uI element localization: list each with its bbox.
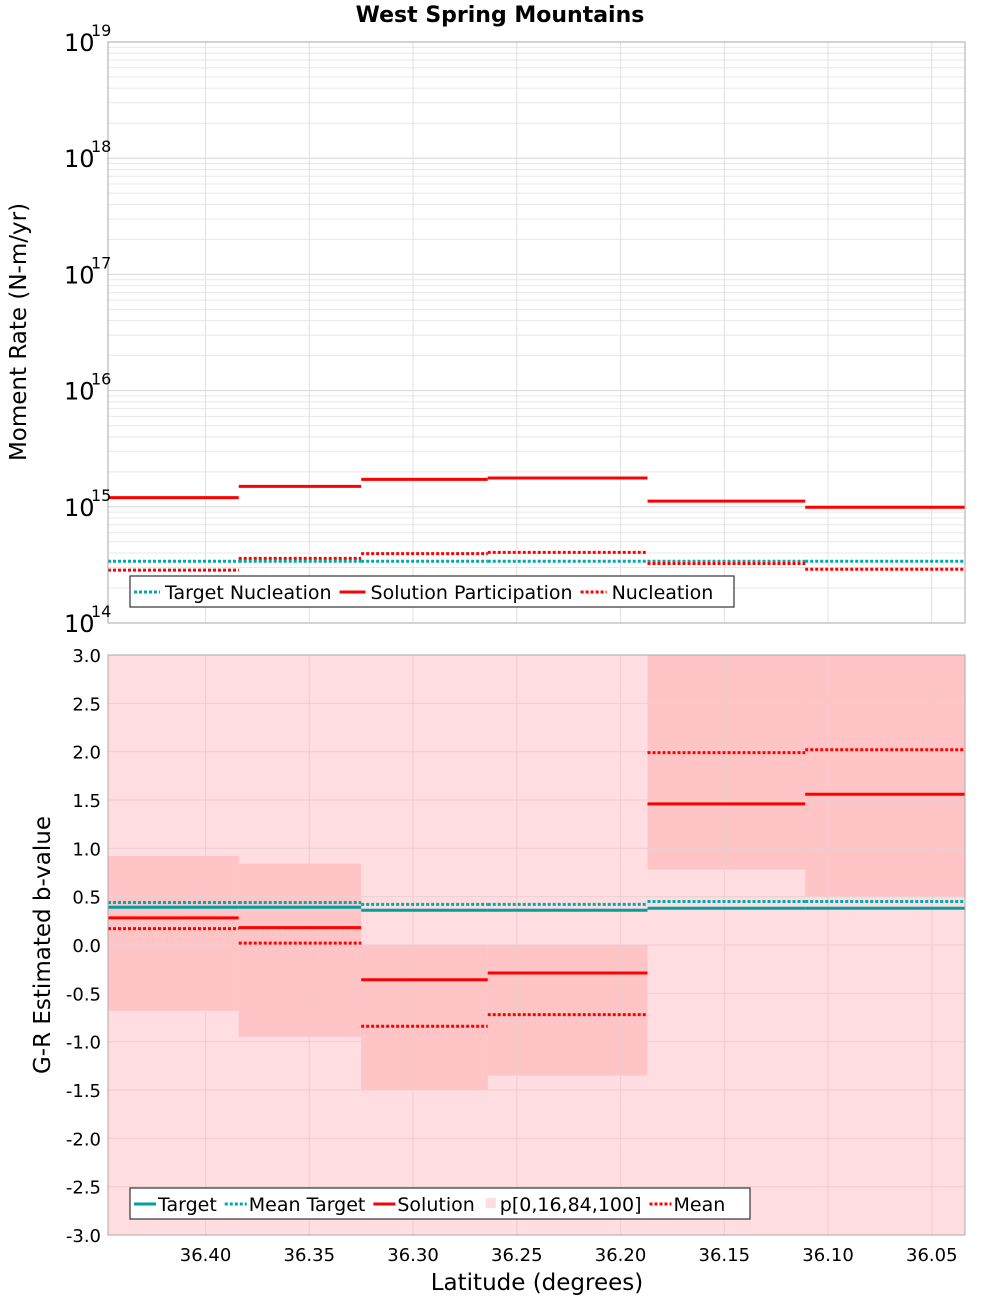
y-tick-exponent: 17 — [91, 253, 111, 272]
y-tick-label: 10 — [64, 145, 95, 173]
y-tick-label: 10 — [64, 494, 95, 522]
y-tick-exponent: 15 — [91, 486, 111, 505]
legend-swatch — [485, 1198, 496, 1208]
b-value-panel: -3.0 -2.5 -2.0 -1.5 -1.0 -0.5 0.0 0.5 1.0 1.5 2.0 2… — [66, 646, 966, 1266]
y-tick-exponent: 18 — [91, 137, 111, 156]
plot-frame — [107, 41, 966, 624]
y-tick-exponent: 16 — [91, 370, 111, 389]
legend-label: Mean — [674, 1194, 726, 1216]
x-tick-label: 36.20 — [595, 1245, 647, 1266]
legend-box — [129, 575, 735, 608]
inner-percentile-band — [487, 945, 648, 1076]
moment-rate-legend: Target Nucleation Solution Participation N… — [129, 575, 735, 608]
y-tick-label: -2.5 — [66, 1178, 101, 1199]
y-tick-label: 1.5 — [72, 791, 101, 812]
inner-percentile-band — [108, 856, 239, 1011]
legend-label: Target — [157, 1194, 217, 1216]
legend-label: p[0,16,84,100] — [500, 1194, 642, 1216]
x-tick-label: 36.05 — [906, 1245, 958, 1266]
legend-box — [129, 1187, 751, 1220]
x-tick-label: 36.15 — [699, 1245, 751, 1266]
y-tick-label: -3.0 — [66, 1226, 101, 1247]
plot-area — [108, 42, 965, 623]
y-tick-label: 10 — [64, 610, 95, 638]
y-tick-label: 10 — [64, 29, 95, 57]
x-tick-label: 36.10 — [802, 1245, 854, 1266]
x-axis-label: Latitude (degrees) — [431, 1270, 644, 1296]
top-y-axis-label: Moment Rate (N-m/yr) — [6, 203, 32, 461]
y-tick-label: 2.0 — [72, 743, 101, 764]
legend-label: Mean Target — [249, 1194, 366, 1216]
chart-title: West Spring Mountains — [356, 3, 645, 28]
y-tick-label: 3.0 — [72, 646, 101, 667]
x-tick-label: 36.40 — [180, 1245, 232, 1266]
legend-label: Solution — [397, 1194, 474, 1216]
y-tick-exponent: 19 — [91, 21, 111, 40]
y-tick-label: -1.0 — [66, 1033, 101, 1054]
legend-label: Nucleation — [612, 582, 714, 604]
b-value-legend: Target Mean Target Solution p[0,16,84,100] M… — [129, 1187, 751, 1220]
y-tick-label: -2.0 — [66, 1129, 101, 1150]
y-tick-label: 1.0 — [72, 839, 101, 860]
inner-percentile-band — [647, 655, 806, 870]
legend-label: Solution Participation — [371, 582, 573, 604]
plot-frame — [107, 654, 966, 1236]
y-tick-label: -1.5 — [66, 1081, 101, 1102]
y-tick-label: -0.5 — [66, 984, 101, 1005]
x-tick-label: 36.25 — [491, 1245, 543, 1266]
y-tick-label: 2.5 — [72, 694, 101, 715]
x-tick-label: 36.30 — [387, 1245, 439, 1266]
y-tick-exponent: 14 — [91, 602, 111, 621]
inner-percentile-band — [805, 655, 965, 897]
y-tick-label: 0.0 — [72, 936, 101, 957]
bottom-y-axis-label: G-R Estimated b-value — [30, 816, 56, 1074]
inner-percentile-band — [361, 945, 488, 1090]
x-tick-label: 36.35 — [284, 1245, 336, 1266]
y-tick-label: 10 — [64, 378, 95, 406]
inner-percentile-band — [238, 863, 362, 1037]
legend-label: Target Nucleation — [164, 582, 332, 604]
y-tick-label: 0.5 — [72, 888, 101, 909]
y-tick-label: 10 — [64, 261, 95, 289]
